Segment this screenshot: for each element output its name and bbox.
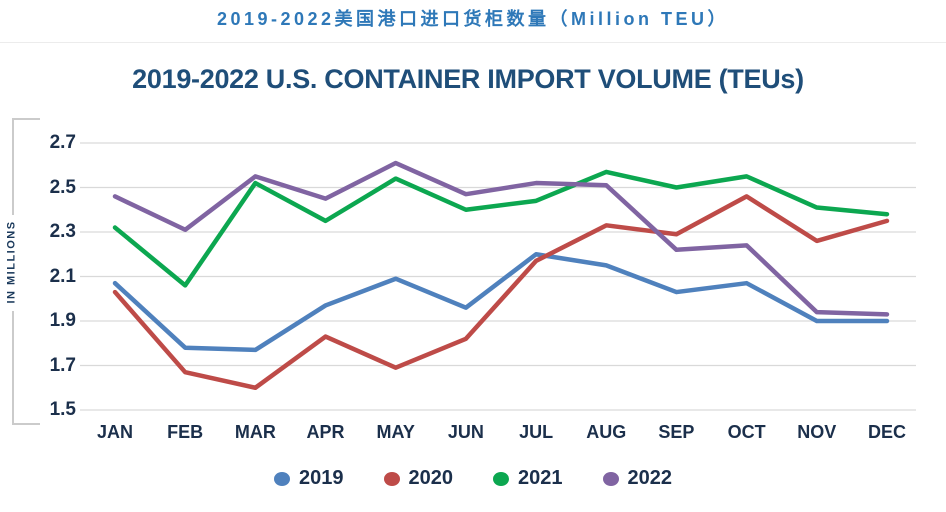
legend: 2019 2020 2021 2022 [0,467,946,490]
x-tick-label: SEP [658,422,695,442]
chinese-title: 2019-2022美国港口进口货柜数量（Million TEU） [216,9,730,29]
legend-item-2019: 2019 [274,467,344,490]
series-line-2020 [112,194,890,390]
y-axis-bracket-bottom-tip [12,423,40,425]
title-divider-line [0,42,946,43]
legend-item-2020: 2020 [383,467,454,490]
y-axis-bracket-lower [12,311,14,425]
y-tick-label: 2.1 [49,265,76,287]
chart-title: 2019-2022 U.S. CONTAINER IMPORT VOLUME (… [132,64,804,94]
x-tick-label: FEB [167,422,204,442]
x-tick-label: OCT [727,422,766,442]
y-axis-bracket-top-tip [12,118,40,120]
x-tick-label: JUN [447,422,484,442]
series-line-2021 [112,169,890,288]
series-line-2022 [112,160,890,317]
legend-marker-2021 [493,471,509,486]
x-tick-label: MAR [234,422,276,442]
y-tick-label: 2.3 [49,221,76,242]
y-tick-label: 1.7 [49,354,76,376]
y-tick-label: 1.9 [49,310,76,331]
y-tick-label: 2.5 [49,176,76,198]
legend-marker-2022 [602,471,619,486]
x-tick-label: JAN [96,422,133,442]
y-tick-label: 1.5 [49,399,76,420]
legend-item-2021: 2021 [493,467,563,490]
legend-label: 2020 [408,467,454,489]
y-axis-bracket-upper [12,118,14,215]
legend-marker-2019 [274,471,290,486]
x-tick-label: AUG [586,422,627,442]
y-tick-label: 2.7 [49,132,76,153]
legend-label: 2021 [518,467,563,489]
legend-label: 2019 [299,467,344,489]
legend-marker-2020 [383,471,400,486]
x-tick-label: JUL [519,422,554,442]
x-tick-label: DEC [867,422,906,442]
x-tick-label: MAY [376,422,415,442]
x-tick-label: NOV [797,422,837,442]
legend-label: 2022 [627,467,673,489]
x-tick-label: APR [306,422,345,442]
legend-item-2022: 2022 [602,467,673,490]
series-line-2019 [112,252,890,353]
